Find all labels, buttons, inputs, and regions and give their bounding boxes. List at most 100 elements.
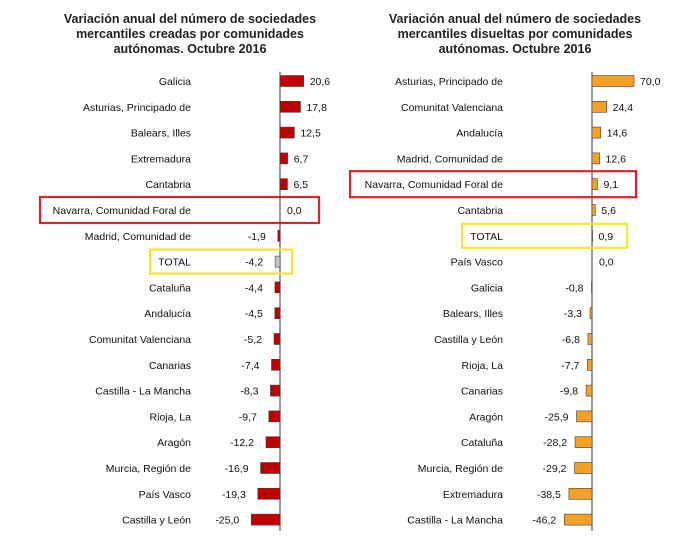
bar-right	[576, 410, 593, 423]
bar-left	[279, 75, 304, 87]
category-label-left: Cataluña	[149, 282, 191, 294]
highlight-box-left	[38, 195, 321, 225]
category-label-left: Canarias	[149, 360, 191, 372]
value-label-right: 12,6	[606, 153, 627, 165]
value-label-right: -9,8	[560, 386, 578, 398]
value-label-right: 5,6	[601, 205, 616, 217]
category-label-right: Cataluña	[461, 437, 503, 449]
value-label-left: -25,0	[215, 515, 239, 527]
value-label-right: -0,8	[565, 282, 583, 294]
category-label-right: Asturias, Principado de	[395, 76, 503, 88]
value-label-right: 24,4	[613, 102, 634, 114]
bar-left	[274, 281, 281, 294]
category-label-right: Navarra, Comunidad Foral de	[365, 179, 503, 191]
value-label-right: 9,1	[603, 179, 618, 191]
category-label-right: Cantabria	[457, 205, 503, 217]
bar-left	[260, 462, 281, 474]
category-label-left: Asturias, Principado de	[83, 102, 191, 114]
value-label-right: -38,5	[537, 489, 561, 501]
category-label-right: Balears, Illes	[443, 308, 503, 320]
bar-right	[574, 436, 593, 449]
chart-title-creadas: Variación anual del número de sociedades…	[63, 12, 317, 56]
value-label-left: 0,0	[287, 205, 302, 217]
category-label-right: TOTAL	[470, 231, 503, 243]
value-label-right: -46,2	[532, 515, 556, 527]
value-label-left: -9,7	[239, 411, 257, 423]
bar-right	[587, 333, 593, 345]
category-label-right: Extremadura	[443, 489, 503, 501]
bar-right	[591, 178, 598, 190]
category-label-left: Madrid, Comunidad de	[85, 231, 191, 243]
value-label-left: 12,5	[300, 128, 321, 140]
bar-left	[273, 333, 281, 345]
bar-right	[591, 101, 607, 113]
category-label-left: Comunitat Valenciana	[89, 334, 191, 346]
value-label-left: -12,2	[230, 437, 254, 449]
category-label-left: Castilla - La Mancha	[95, 386, 191, 398]
category-label-left: País Vasco	[139, 489, 191, 501]
category-label-right: Galicia	[471, 282, 503, 294]
category-label-right: Murcia, Región de	[418, 463, 503, 475]
bar-left	[250, 513, 281, 526]
value-label-left: -4,2	[245, 257, 263, 269]
bar-left	[279, 101, 301, 113]
bar-right	[591, 152, 600, 165]
value-label-right: -3,3	[564, 308, 582, 320]
value-label-left: -1,9	[248, 231, 266, 243]
category-label-right: País Vasco	[451, 257, 503, 269]
bar-right	[587, 358, 593, 371]
chart-title-disueltas: Variación anual del número de sociedades…	[388, 12, 642, 56]
value-label-left: 6,5	[293, 179, 308, 191]
category-label-right: Castilla y León	[434, 334, 503, 346]
value-label-left: -19,3	[222, 489, 246, 501]
category-label-right: Rioja, La	[462, 360, 504, 372]
bar-left	[257, 487, 281, 500]
value-label-right: 0,0	[599, 257, 614, 269]
highlight-box-right	[348, 170, 638, 199]
bar-right	[589, 307, 593, 320]
category-label-left: Galicia	[159, 76, 191, 88]
category-label-right: Castilla - La Mancha	[407, 515, 503, 527]
category-label-left: Extremadura	[131, 153, 191, 165]
value-label-right: -7,7	[561, 360, 579, 372]
value-label-left: -7,4	[241, 360, 259, 372]
category-label-left: Murcia, Región de	[106, 463, 191, 475]
highlight-box-right	[460, 222, 629, 249]
bar-left	[279, 152, 289, 165]
bar-left	[274, 255, 281, 268]
value-label-left: -16,9	[225, 463, 249, 475]
bar-right	[591, 126, 602, 139]
category-label-right: Comunitat Valenciana	[401, 102, 503, 114]
value-label-left: 17,8	[306, 102, 327, 114]
category-label-left: Balears, Illes	[131, 128, 191, 140]
bar-left	[271, 358, 281, 371]
bar-right	[585, 384, 593, 397]
bar-left	[279, 126, 295, 139]
bar-right	[591, 204, 596, 216]
bar-left	[279, 178, 288, 190]
category-label-left: Castilla y León	[122, 515, 191, 527]
category-label-left: Andalucía	[144, 308, 191, 320]
category-label-left: Rioja, La	[150, 411, 192, 423]
bar-left	[270, 384, 281, 397]
value-label-left: -5,2	[244, 334, 262, 346]
value-label-right: 70,0	[640, 76, 661, 88]
bar-right	[568, 487, 593, 500]
value-label-left: -4,4	[245, 282, 263, 294]
value-label-right: 0,9	[599, 231, 614, 243]
value-label-right: 14,6	[607, 128, 628, 140]
category-label-left: Aragón	[157, 437, 191, 449]
value-label-left: 6,7	[294, 153, 309, 165]
category-label-left: TOTAL	[158, 257, 191, 269]
value-label-left: 20,6	[310, 76, 331, 88]
bar-right	[563, 513, 593, 526]
value-label-right: -28,2	[543, 437, 567, 449]
bar-left	[274, 307, 281, 320]
value-label-right: -6,8	[562, 334, 580, 346]
value-label-right: -29,2	[543, 463, 567, 475]
category-label-left: Cantabria	[145, 179, 191, 191]
highlight-box-left	[148, 248, 294, 275]
category-label-left: Navarra, Comunidad Foral de	[53, 205, 191, 217]
